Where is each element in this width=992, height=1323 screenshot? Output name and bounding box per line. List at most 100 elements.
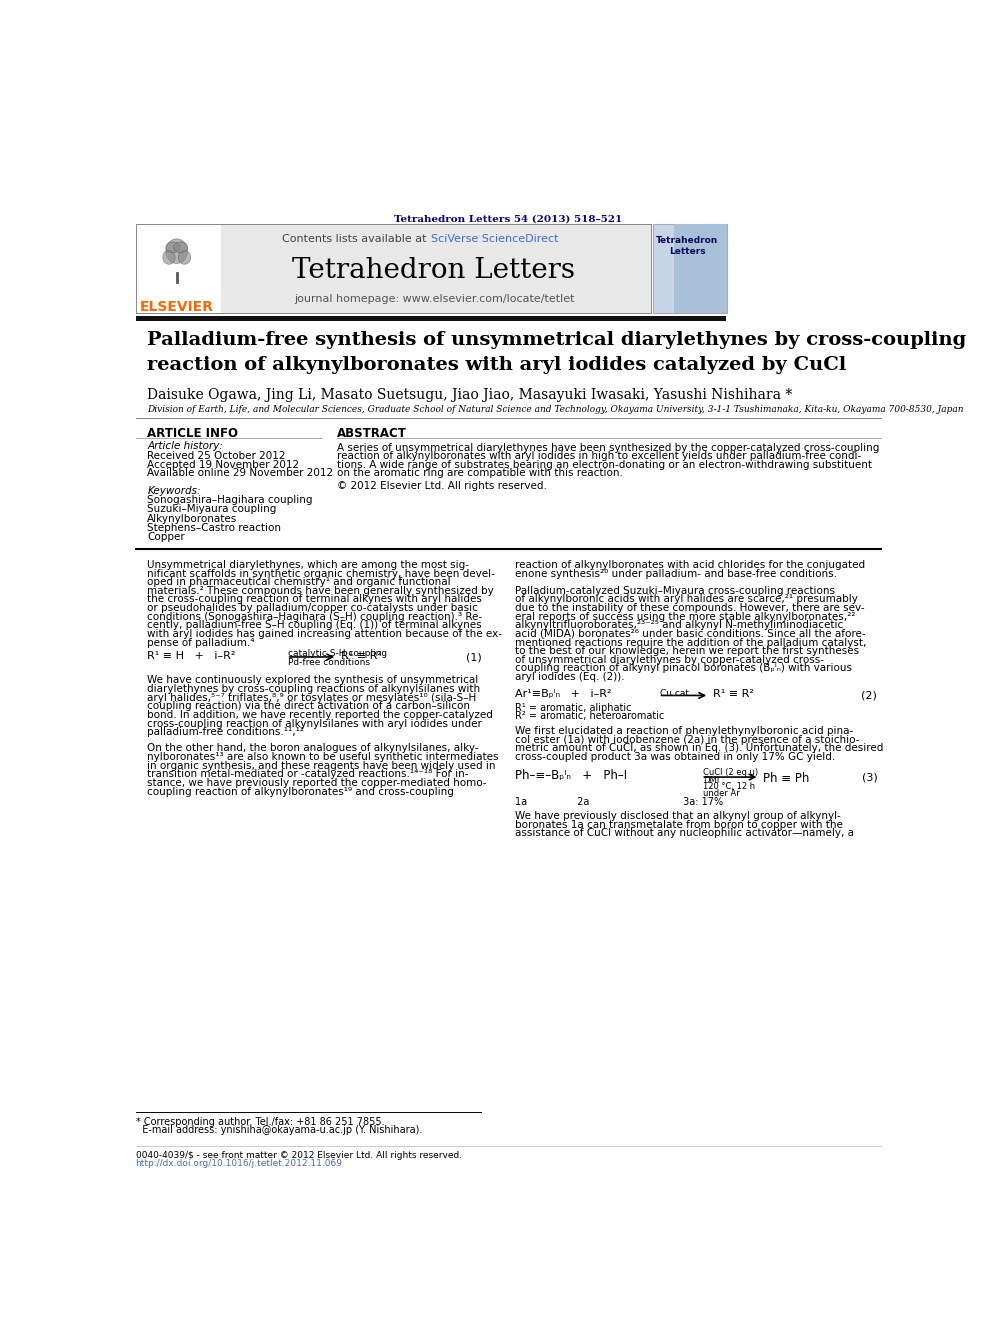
Text: aryl halides,⁵⁻⁷ triflates,⁸,⁹ or tosylates or mesylates¹⁰ (sila-S–H: aryl halides,⁵⁻⁷ triflates,⁸,⁹ or tosyla… (147, 693, 476, 703)
Ellipse shape (166, 242, 180, 253)
Text: oped in pharmaceutical chemistry¹ and organic functional: oped in pharmaceutical chemistry¹ and or… (147, 577, 451, 587)
Text: acid (MIDA) boronates²⁶ under basic conditions. Since all the afore-: acid (MIDA) boronates²⁶ under basic cond… (516, 628, 866, 639)
Text: nificant scaffolds in synthetic organic chemistry, have been devel-: nificant scaffolds in synthetic organic … (147, 569, 495, 578)
Text: to the best of our knowledge, herein we report the first syntheses: to the best of our knowledge, herein we … (516, 646, 859, 656)
Text: Palladium-free synthesis of unsymmetrical diarylethynes by cross-coupling
reacti: Palladium-free synthesis of unsymmetrica… (147, 331, 966, 373)
Text: Article history:: Article history: (147, 442, 223, 451)
Text: alkynyltrifluoroborates,²³⁻²⁵ and alkynyl N-methyliminodiacetic: alkynyltrifluoroborates,²³⁻²⁵ and alkyny… (516, 620, 843, 630)
Text: or pseudohalides by palladium/copper co-catalysts under basic: or pseudohalides by palladium/copper co-… (147, 603, 478, 613)
Text: palladium-free conditions.¹¹,¹²: palladium-free conditions.¹¹,¹² (147, 728, 305, 737)
Text: on the aromatic ring are compatible with this reaction.: on the aromatic ring are compatible with… (337, 468, 623, 479)
Text: Received 25 October 2012: Received 25 October 2012 (147, 451, 286, 462)
Text: Daisuke Ogawa, Jing Li, Masato Suetsugu, Jiao Jiao, Masayuki Iwasaki, Yasushi Ni: Daisuke Ogawa, Jing Li, Masato Suetsugu,… (147, 388, 793, 402)
Text: with aryl iodides has gained increasing attention because of the ex-: with aryl iodides has gained increasing … (147, 628, 502, 639)
Text: Pd-free conditions: Pd-free conditions (289, 659, 370, 668)
Text: enone synthesis²⁰ under palladium- and base-free conditions.: enone synthesis²⁰ under palladium- and b… (516, 569, 837, 578)
Text: SciVerse ScienceDirect: SciVerse ScienceDirect (431, 234, 558, 245)
Text: nylboronates¹³ are also known to be useful synthetic intermediates: nylboronates¹³ are also known to be usef… (147, 751, 499, 762)
Text: http://dx.doi.org/10.1016/j.tetlet.2012.11.069: http://dx.doi.org/10.1016/j.tetlet.2012.… (136, 1159, 342, 1168)
Text: diarylethynes by cross-coupling reactions of alkynylsilanes with: diarylethynes by cross-coupling reaction… (147, 684, 480, 695)
Text: materials.² These compounds have been generally synthesized by: materials.² These compounds have been ge… (147, 586, 494, 595)
Text: R¹ ≡ R²: R¹ ≡ R² (341, 651, 382, 660)
Ellipse shape (163, 250, 176, 265)
Ellipse shape (174, 242, 187, 253)
Text: cross-coupled product 3a was obtained in only 17% GC yield.: cross-coupled product 3a was obtained in… (516, 751, 835, 762)
Text: of unsymmetrical diarylethynes by copper-catalyzed cross-: of unsymmetrical diarylethynes by copper… (516, 655, 824, 664)
Text: journal homepage: www.elsevier.com/locate/tetlet: journal homepage: www.elsevier.com/locat… (294, 294, 574, 304)
Text: catalytic S-H coupling: catalytic S-H coupling (289, 650, 388, 659)
Text: Ar¹≡Bₚᴵₙ   +   i–R²: Ar¹≡Bₚᴵₙ + i–R² (516, 689, 612, 700)
Text: CuCl (2 eq.u): CuCl (2 eq.u) (703, 767, 758, 777)
Text: We have continuously explored the synthesis of unsymmetrical: We have continuously explored the synthe… (147, 676, 478, 685)
FancyBboxPatch shape (136, 224, 221, 312)
Text: 0040-4039/$ - see front matter © 2012 Elsevier Ltd. All rights reserved.: 0040-4039/$ - see front matter © 2012 El… (136, 1151, 461, 1159)
Text: We first elucidated a reaction of phenylethynylboronic acid pina-: We first elucidated a reaction of phenyl… (516, 726, 854, 737)
Text: Cu cat.: Cu cat. (661, 689, 692, 699)
Ellipse shape (166, 239, 187, 263)
Text: conditions (Sonogashira–Hagihara (S–H) coupling reaction).³ Re-: conditions (Sonogashira–Hagihara (S–H) c… (147, 611, 482, 622)
FancyBboxPatch shape (654, 224, 727, 312)
Ellipse shape (179, 250, 190, 265)
Text: of alkynylboronic acids with aryl halides are scarce,²¹ presumably: of alkynylboronic acids with aryl halide… (516, 594, 858, 605)
Text: Stephens–Castro reaction: Stephens–Castro reaction (147, 523, 282, 533)
Text: col ester (1a) with iodobenzene (2a) in the presence of a stoichio-: col ester (1a) with iodobenzene (2a) in … (516, 734, 860, 745)
Text: © 2012 Elsevier Ltd. All rights reserved.: © 2012 Elsevier Ltd. All rights reserved… (337, 482, 547, 491)
Text: transition metal-mediated or -catalyzed reactions.¹⁴⁻¹⁸ For in-: transition metal-mediated or -catalyzed … (147, 770, 469, 779)
Text: R¹ ≡ R²: R¹ ≡ R² (713, 689, 754, 700)
Text: under Ar: under Ar (703, 790, 740, 798)
Text: (3): (3) (861, 773, 877, 782)
Text: We have previously disclosed that an alkynyl group of alkynyl-: We have previously disclosed that an alk… (516, 811, 841, 822)
Text: Tetrahedron Letters: Tetrahedron Letters (293, 257, 575, 284)
Text: due to the instability of these compounds. However, there are sev-: due to the instability of these compound… (516, 603, 865, 613)
Text: R² = aromatic, heteroaromatic: R² = aromatic, heteroaromatic (516, 710, 665, 721)
Text: (2): (2) (861, 691, 877, 701)
Text: Division of Earth, Life, and Molecular Sciences, Graduate School of Natural Scie: Division of Earth, Life, and Molecular S… (147, 405, 964, 414)
Text: the cross-coupling reaction of terminal alkynes with aryl halides: the cross-coupling reaction of terminal … (147, 594, 482, 605)
Text: aryl iodides (Eq. (2)).: aryl iodides (Eq. (2)). (516, 672, 625, 683)
Text: pense of palladium.⁴: pense of palladium.⁴ (147, 638, 255, 647)
Text: bond. In addition, we have recently reported the copper-catalyzed: bond. In addition, we have recently repo… (147, 710, 493, 720)
Text: cently, palladium-free S–H coupling (Eq. (1)) of terminal alkynes: cently, palladium-free S–H coupling (Eq.… (147, 620, 482, 630)
Text: Copper: Copper (147, 532, 185, 542)
Text: assistance of CuCl without any nucleophilic activator—namely, a: assistance of CuCl without any nucleophi… (516, 828, 854, 839)
Text: DMI: DMI (703, 775, 719, 785)
Text: eral reports of success using the more stable alkynylboronates,²²: eral reports of success using the more s… (516, 611, 856, 622)
Text: coupling reaction of alkynylboronates¹⁹ and cross-coupling: coupling reaction of alkynylboronates¹⁹ … (147, 787, 454, 796)
Text: mentioned reactions require the addition of the palladium catalyst,: mentioned reactions require the addition… (516, 638, 867, 647)
Text: cross-coupling reaction of alkynylsilanes with aryl iodides under: cross-coupling reaction of alkynylsilane… (147, 718, 482, 729)
Text: Suzuki–Miyaura coupling: Suzuki–Miyaura coupling (147, 504, 277, 515)
Text: boronates 1a can transmetalate from boron to copper with the: boronates 1a can transmetalate from boro… (516, 819, 843, 830)
Text: coupling reaction of alkynyl pinacol boronates (Bₚᴵₙ) with various: coupling reaction of alkynyl pinacol bor… (516, 663, 852, 673)
Text: Accepted 19 November 2012: Accepted 19 November 2012 (147, 460, 300, 470)
Text: R¹ = aromatic, aliphatic: R¹ = aromatic, aliphatic (516, 703, 632, 713)
Text: coupling reaction) via the direct activation of a carbon–silicon: coupling reaction) via the direct activa… (147, 701, 470, 712)
Text: E-mail address: ynishiha@okayama-u.ac.jp (Y. Nishihara).: E-mail address: ynishiha@okayama-u.ac.jp… (136, 1125, 422, 1135)
Text: Tetrahedron
Letters: Tetrahedron Letters (657, 235, 718, 255)
Text: Keywords:: Keywords: (147, 486, 200, 496)
Text: Available online 29 November 2012: Available online 29 November 2012 (147, 468, 333, 479)
Text: Ph–≡–Bₚᴵₙ   +   Ph–I: Ph–≡–Bₚᴵₙ + Ph–I (516, 770, 628, 782)
FancyBboxPatch shape (675, 224, 727, 312)
Bar (136, 316, 726, 321)
Text: 1a                2a                              3a: 17%: 1a 2a 3a: 17% (516, 796, 723, 807)
Text: reaction of alkynylboronates with acid chlorides for the conjugated: reaction of alkynylboronates with acid c… (516, 560, 865, 570)
Text: metric amount of CuCl, as shown in Eq. (3). Unfortunately, the desired: metric amount of CuCl, as shown in Eq. (… (516, 744, 884, 754)
Text: Palladium-catalyzed Suzuki–Miyaura cross-coupling reactions: Palladium-catalyzed Suzuki–Miyaura cross… (516, 586, 835, 595)
Text: tions. A wide range of substrates bearing an electron-donating or an electron-wi: tions. A wide range of substrates bearin… (337, 460, 872, 470)
Text: R¹ ≡ H   +   i–R²: R¹ ≡ H + i–R² (147, 651, 236, 660)
Text: reaction of alkynylboronates with aryl iodides in high to excellent yields under: reaction of alkynylboronates with aryl i… (337, 451, 861, 462)
Text: Tetrahedron Letters 54 (2013) 518–521: Tetrahedron Letters 54 (2013) 518–521 (394, 214, 623, 224)
Text: A series of unsymmetrical diarylethynes have been synthesized by the copper-cata: A series of unsymmetrical diarylethynes … (337, 443, 880, 452)
Text: in organic synthesis, and these reagents have been widely used in: in organic synthesis, and these reagents… (147, 761, 496, 771)
Text: (1): (1) (466, 652, 482, 663)
Text: 120 °C, 12 h: 120 °C, 12 h (703, 782, 755, 791)
Text: Ph ≡ Ph: Ph ≡ Ph (764, 773, 809, 786)
Text: * Corresponding author. Tel./fax: +81 86 251 7855.: * Corresponding author. Tel./fax: +81 86… (136, 1117, 384, 1127)
Text: Sonogashira–Hagihara coupling: Sonogashira–Hagihara coupling (147, 495, 312, 505)
Text: ELSEVIER: ELSEVIER (140, 300, 213, 314)
Text: stance, we have previously reported the copper-mediated homo-: stance, we have previously reported the … (147, 778, 487, 789)
Text: Alkynylboronates: Alkynylboronates (147, 513, 237, 524)
Text: ABSTRACT: ABSTRACT (337, 427, 407, 441)
Text: Unsymmetrical diarylethynes, which are among the most sig-: Unsymmetrical diarylethynes, which are a… (147, 560, 469, 570)
Text: On the other hand, the boron analogues of alkynylsilanes, alky-: On the other hand, the boron analogues o… (147, 744, 479, 754)
